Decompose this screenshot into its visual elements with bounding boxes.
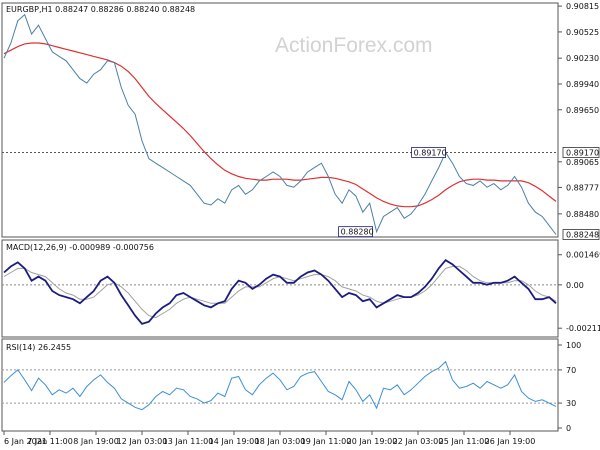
annotation-label: 0.88280 [341,228,374,237]
price-y-axis: 0.90815 0.90525 0.90230 0.89940 0.89650 0.890… [558,2,599,219]
time-axis-label: 19 Jan 11:00 [301,437,352,446]
rsi-axis-label: 0 [566,424,571,433]
annotation-box [411,147,447,158]
price-level-labels: 0.89170 0.88248 [562,147,600,240]
symbol-header: EURGBP,H1 0.88247 0.88286 0.88240 0.8824… [6,5,195,14]
rsi-title: RSI(14) 26.2455 [6,343,71,352]
rsi-axis-label: 30 [566,399,576,408]
time-axis-label: 25 Jan 11:00 [439,437,490,446]
price-level-box [562,229,600,240]
price-axis-label: 0.89065 [566,158,599,167]
time-axis-label: 26 Jan 19:00 [485,437,536,446]
price-axis-label: 0.88777 [566,183,599,192]
price-annotations: 0.89170 0.88280 [338,147,447,238]
macd-axis-label: -0.002117 [566,324,600,333]
price-axis-label: 0.90230 [566,54,599,63]
time-axis-label: 6 Jan 2021 [4,437,47,446]
macd-line [3,259,557,325]
price-level-box [562,147,600,158]
rsi-y-axis: 100 70 30 0 [558,341,581,433]
time-axis-label: 8 Jan 19:00 [73,437,119,446]
time-axis-label: 13 Jan 11:00 [163,437,214,446]
price-axis-label: 0.90815 [566,2,599,11]
rsi-panel-frame [1,338,559,432]
time-axis-label: 7 Jan 11:00 [27,437,73,446]
price-level-label: 0.89170 [566,148,599,157]
macd-axis-label: 0.001469 [566,251,600,260]
macd-axis-label: 0.00 [566,281,584,290]
macd-panel: MACD(12,26,9) -0.000989 -0.000756 0.0014… [1,239,600,338]
price-axis-label: 0.90525 [566,28,599,37]
time-axis-label: 18 Jan 03:00 [255,437,306,446]
price-panel: EURGBP,H1 0.88247 0.88286 0.88240 0.8824… [1,2,600,240]
time-axis-label: 12 Jan 03:00 [117,437,168,446]
macd-signal-line [3,265,557,319]
rsi-level-lines [2,369,558,404]
price-axis-label: 0.88480 [566,210,599,219]
macd-title: MACD(12,26,9) -0.000989 -0.000756 [6,243,154,252]
annotation-label: 0.89170 [414,148,447,157]
rsi-axis-label: 100 [566,341,581,350]
macd-y-axis: 0.001469 0.00 -0.002117 [558,251,600,333]
time-axis-label: 14 Jan 19:00 [209,437,260,446]
rsi-line [3,360,557,411]
annotation-box [338,226,374,238]
watermark: ActionForex.com [275,34,433,57]
rsi-panel: RSI(14) 26.2455 100 70 30 0 [1,338,581,433]
price-axis-label: 0.89940 [566,80,599,89]
rsi-axis-label: 70 [566,366,576,375]
price-line [3,13,557,235]
time-axis-label: 22 Jan 03:00 [393,437,444,446]
moving-average-line [3,42,557,208]
time-axis-label: 20 Jan 19:00 [347,437,398,446]
price-axis-label: 0.89650 [566,106,599,115]
price-level-label: 0.88248 [566,231,599,240]
price-panel-frame [1,2,559,238]
macd-panel-frame [1,239,559,338]
